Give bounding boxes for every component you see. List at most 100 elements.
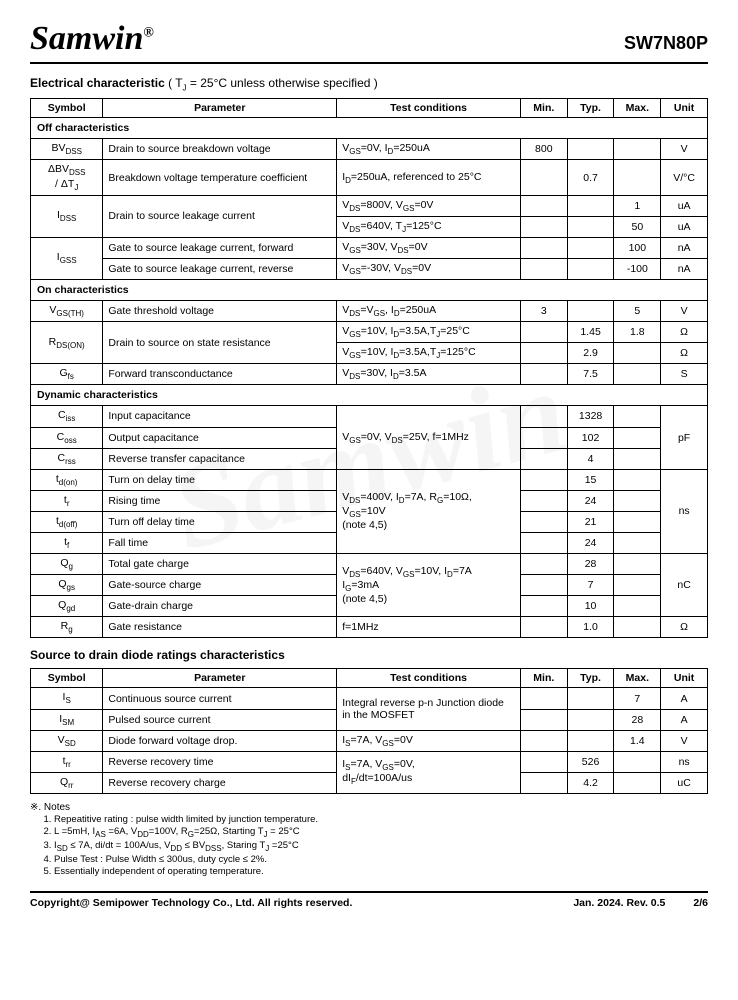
cell-min — [520, 237, 567, 258]
cell-max — [614, 469, 661, 490]
group-dyn: Dynamic characteristics — [31, 385, 708, 406]
cell-typ — [567, 216, 614, 237]
cell-unit: S — [661, 364, 708, 385]
note-item: Essentially independent of operating tem… — [54, 866, 708, 877]
cell-sym: IGSS — [31, 237, 103, 279]
cell-sym: Coss — [31, 427, 103, 448]
cell-cond: Integral reverse p-n Junction diode in t… — [337, 688, 521, 730]
cell-cond: VDS=800V, VGS=0V — [337, 195, 521, 216]
hdr-max: Max. — [614, 669, 661, 688]
cell-max — [614, 160, 661, 195]
cell-min — [520, 448, 567, 469]
cell-cond: IS=7A, VGS=0V — [337, 730, 521, 751]
footer-right: Jan. 2024. Rev. 0.5 2/6 — [573, 897, 708, 909]
cell-max: -100 — [614, 258, 661, 279]
cell-param: Drain to source leakage current — [103, 195, 337, 237]
cell-typ — [567, 237, 614, 258]
cell-sym: tf — [31, 532, 103, 553]
cell-min: 3 — [520, 301, 567, 322]
cell-param: Gate to source leakage current, forward — [103, 237, 337, 258]
cell-sym: Qrr — [31, 772, 103, 793]
table-header-row: Symbol Parameter Test conditions Min. Ty… — [31, 669, 708, 688]
cell-param: Gate to source leakage current, reverse — [103, 258, 337, 279]
cell-max — [614, 575, 661, 596]
cell-min: 800 — [520, 139, 567, 160]
cell-typ: 526 — [567, 751, 614, 772]
cell-param: Reverse recovery charge — [103, 772, 337, 793]
cell-max: 28 — [614, 709, 661, 730]
cell-sym: IDSS — [31, 195, 103, 237]
electrical-char-table: Symbol Parameter Test conditions Min. Ty… — [30, 98, 708, 638]
cell-min — [520, 751, 567, 772]
section2-title: Source to drain diode ratings characteri… — [30, 648, 708, 662]
table-row: Gate to source leakage current, reverse … — [31, 258, 708, 279]
cell-cond: VDS=640V, TJ=125°C — [337, 216, 521, 237]
cell-sym: td(on) — [31, 469, 103, 490]
cell-unit: ns — [661, 469, 708, 553]
table-row: td(on) Turn on delay time VDS=400V, ID=7… — [31, 469, 708, 490]
cell-cond: VDS=30V, ID=3.5A — [337, 364, 521, 385]
cell-sym: td(off) — [31, 511, 103, 532]
cell-min — [520, 709, 567, 730]
cell-unit: V/°C — [661, 160, 708, 195]
cell-min — [520, 617, 567, 638]
cell-cond: VGS=-30V, VDS=0V — [337, 258, 521, 279]
cell-cond: ID=250uA, referenced to 25°C — [337, 160, 521, 195]
cell-sym: ISM — [31, 709, 103, 730]
cell-typ: 2.9 — [567, 343, 614, 364]
table-header-row: Symbol Parameter Test conditions Min. Ty… — [31, 99, 708, 118]
cell-min — [520, 772, 567, 793]
cell-min — [520, 343, 567, 364]
notes-section: ※. Notes Repeatitive rating : pulse widt… — [30, 802, 708, 877]
cell-typ — [567, 258, 614, 279]
cell-param: Reverse transfer capacitance — [103, 448, 337, 469]
hdr-symbol: Symbol — [31, 99, 103, 118]
note-item: Repeatitive rating : pulse width limited… — [54, 814, 708, 825]
note-item: L =5mH, IAS =6A, VDD=100V, RG=25Ω, Start… — [54, 826, 708, 839]
cell-cond: VGS=10V, ID=3.5A,TJ=125°C — [337, 343, 521, 364]
cell-typ: 0.7 — [567, 160, 614, 195]
cell-param: Breakdown voltage temperature coefficien… — [103, 160, 337, 195]
hdr-symbol: Symbol — [31, 669, 103, 688]
cell-cond: VDS=400V, ID=7A, RG=10Ω,VGS=10V(note 4,5… — [337, 469, 521, 553]
table-row: RDS(ON) Drain to source on state resista… — [31, 322, 708, 343]
cell-max: 1.4 — [614, 730, 661, 751]
group-off-label: Off characteristics — [31, 118, 708, 139]
table-row: IS Continuous source current Integral re… — [31, 688, 708, 709]
cell-min — [520, 406, 567, 427]
cell-typ — [567, 139, 614, 160]
cell-min — [520, 322, 567, 343]
cell-min — [520, 511, 567, 532]
cell-unit: nC — [661, 554, 708, 617]
cell-min — [520, 490, 567, 511]
hdr-typ: Typ. — [567, 669, 614, 688]
cell-param: Output capacitance — [103, 427, 337, 448]
cell-max — [614, 406, 661, 427]
table-row: VSD Diode forward voltage drop. IS=7A, V… — [31, 730, 708, 751]
cell-unit: V — [661, 730, 708, 751]
cell-min — [520, 364, 567, 385]
cell-cond: f=1MHz — [337, 617, 521, 638]
cell-sym: VGS(TH) — [31, 301, 103, 322]
cell-typ — [567, 688, 614, 709]
footer-copyright: Copyright@ Semipower Technology Co., Ltd… — [30, 897, 352, 909]
table-row: IGSS Gate to source leakage current, for… — [31, 237, 708, 258]
hdr-min: Min. — [520, 99, 567, 118]
cell-max: 1.8 — [614, 322, 661, 343]
note-item: ISD ≤ 7A, di/dt = 100A/us, VDD ≤ BVDSS, … — [54, 840, 708, 853]
cell-max — [614, 427, 661, 448]
cell-typ: 1.45 — [567, 322, 614, 343]
cell-min — [520, 216, 567, 237]
cell-param: Diode forward voltage drop. — [103, 730, 337, 751]
cell-sym: Crss — [31, 448, 103, 469]
cell-max — [614, 596, 661, 617]
footer-page: 2/6 — [693, 897, 708, 909]
cell-typ: 7 — [567, 575, 614, 596]
cell-min — [520, 575, 567, 596]
section1-title-rest: ( TJ = 25°C unless otherwise specified ) — [168, 76, 378, 90]
cell-param: Drain to source on state resistance — [103, 322, 337, 364]
cell-max — [614, 511, 661, 532]
cell-min — [520, 596, 567, 617]
hdr-min: Min. — [520, 669, 567, 688]
section1-title-bold: Electrical characteristic — [30, 76, 165, 90]
